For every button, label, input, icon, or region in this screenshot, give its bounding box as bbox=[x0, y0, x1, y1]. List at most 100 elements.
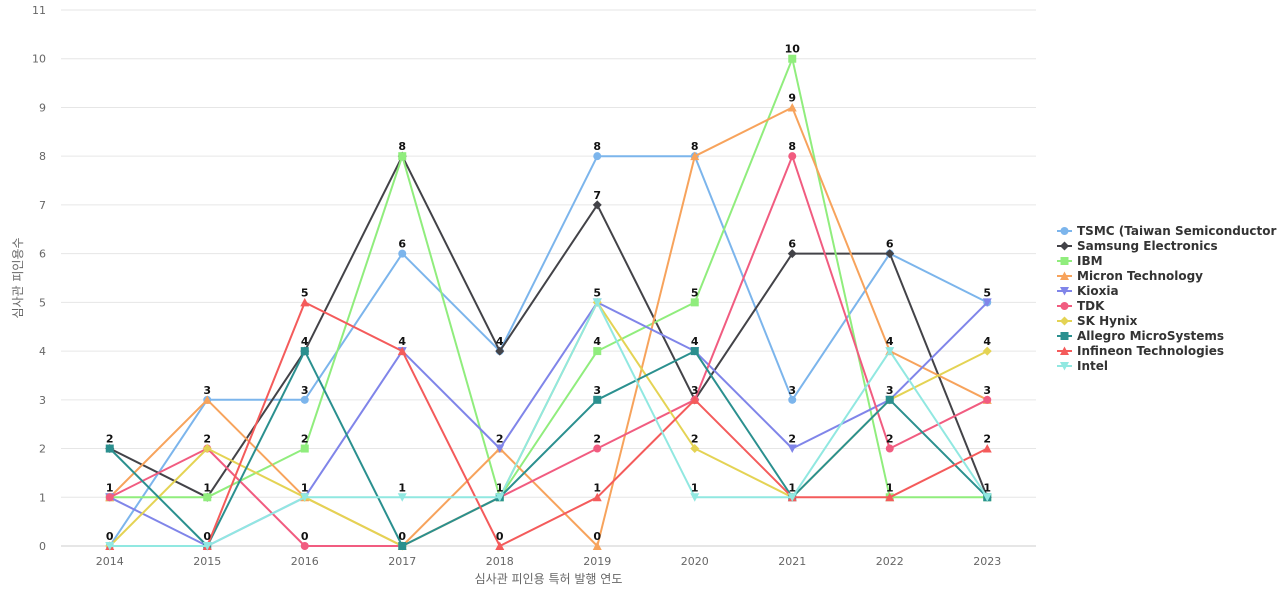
data-label: 3 bbox=[203, 384, 211, 397]
series-line[interactable] bbox=[109, 301, 989, 547]
data-point[interactable] bbox=[105, 444, 114, 453]
data-label: 8 bbox=[788, 140, 796, 153]
legend-item[interactable]: Micron Technology bbox=[1057, 269, 1203, 283]
x-tick-label: 2016 bbox=[291, 555, 319, 568]
data-point[interactable] bbox=[300, 395, 309, 404]
y-tick-label: 2 bbox=[39, 443, 46, 456]
data-point[interactable] bbox=[495, 541, 505, 551]
data-point[interactable] bbox=[592, 541, 602, 551]
data-label: 4 bbox=[496, 335, 504, 348]
data-point[interactable] bbox=[787, 102, 797, 112]
data-point[interactable] bbox=[593, 395, 602, 404]
data-label: 1 bbox=[398, 481, 406, 494]
data-label: 8 bbox=[593, 140, 601, 153]
data-point[interactable] bbox=[885, 444, 894, 453]
data-point[interactable] bbox=[592, 492, 602, 502]
data-label: 0 bbox=[496, 530, 504, 543]
data-point[interactable] bbox=[787, 249, 797, 259]
data-label: 5 bbox=[301, 286, 309, 299]
series-line[interactable] bbox=[108, 155, 988, 547]
data-point[interactable] bbox=[398, 152, 407, 161]
x-tick-label: 2021 bbox=[778, 555, 806, 568]
data-point[interactable] bbox=[592, 200, 602, 210]
data-point[interactable] bbox=[202, 395, 212, 404]
data-label: 10 bbox=[785, 43, 801, 56]
data-point[interactable] bbox=[495, 444, 505, 454]
data-point[interactable] bbox=[690, 347, 699, 356]
data-label: 4 bbox=[691, 335, 699, 348]
data-label: 2 bbox=[106, 433, 114, 446]
data-label: 0 bbox=[593, 530, 601, 543]
data-point[interactable] bbox=[105, 542, 115, 551]
legend-item[interactable]: Allegro MicroSystems bbox=[1057, 329, 1224, 343]
legend-item[interactable]: Samsung Electronics bbox=[1057, 239, 1218, 253]
y-tick-label: 0 bbox=[39, 540, 46, 553]
data-label: 6 bbox=[398, 238, 406, 251]
data-point[interactable] bbox=[982, 298, 992, 307]
data-point[interactable] bbox=[300, 493, 310, 502]
legend-marker bbox=[1060, 241, 1069, 251]
x-axis-title: 심사관 피인용 특허 발행 연도 bbox=[475, 571, 623, 586]
data-point[interactable] bbox=[203, 493, 212, 502]
data-point[interactable] bbox=[788, 152, 797, 161]
data-point[interactable] bbox=[397, 493, 407, 502]
data-point[interactable] bbox=[690, 298, 699, 307]
data-point[interactable] bbox=[690, 444, 700, 454]
data-point[interactable] bbox=[885, 249, 895, 259]
data-label: 4 bbox=[398, 335, 406, 348]
data-point[interactable] bbox=[202, 542, 212, 551]
data-point[interactable] bbox=[495, 493, 505, 502]
legend-label: Allegro MicroSystems bbox=[1077, 329, 1224, 343]
legend-item[interactable]: Intel bbox=[1057, 359, 1108, 373]
series-line[interactable] bbox=[109, 155, 988, 547]
data-point[interactable] bbox=[690, 151, 700, 161]
data-point[interactable] bbox=[690, 395, 700, 404]
legend-label: Intel bbox=[1077, 359, 1108, 373]
data-point[interactable] bbox=[593, 444, 602, 453]
data-point[interactable] bbox=[885, 347, 895, 356]
data-point[interactable] bbox=[787, 493, 797, 502]
data-point[interactable] bbox=[398, 542, 407, 550]
data-label: 8 bbox=[398, 140, 406, 153]
legend-label: Infineon Technologies bbox=[1077, 344, 1224, 358]
data-point[interactable] bbox=[982, 444, 992, 453]
series-line[interactable] bbox=[109, 301, 988, 547]
legend-item[interactable]: Kioxia bbox=[1057, 284, 1119, 298]
data-point[interactable] bbox=[300, 347, 309, 356]
data-label: 1 bbox=[106, 481, 114, 494]
data-point[interactable] bbox=[788, 395, 797, 404]
legend-item[interactable]: TSMC (Taiwan Semiconductor ... bbox=[1057, 224, 1280, 238]
data-point[interactable] bbox=[105, 493, 114, 502]
data-point[interactable] bbox=[495, 346, 505, 356]
legend-item[interactable]: IBM bbox=[1057, 254, 1103, 268]
data-label: 2 bbox=[203, 433, 211, 446]
legend-item[interactable]: TDK bbox=[1057, 299, 1105, 313]
data-point[interactable] bbox=[983, 395, 992, 404]
data-point[interactable] bbox=[397, 346, 407, 356]
data-point[interactable] bbox=[788, 54, 797, 63]
data-label: 5 bbox=[983, 286, 991, 299]
data-point[interactable] bbox=[300, 542, 309, 550]
data-label: 2 bbox=[983, 433, 991, 446]
data-point[interactable] bbox=[982, 346, 992, 356]
data-label: 2 bbox=[301, 433, 309, 446]
y-tick-label: 8 bbox=[39, 150, 46, 163]
series-line[interactable] bbox=[109, 350, 989, 547]
data-point[interactable] bbox=[300, 297, 310, 307]
data-point[interactable] bbox=[885, 395, 894, 404]
data-point[interactable] bbox=[690, 493, 700, 502]
data-point[interactable] bbox=[592, 298, 602, 307]
data-point[interactable] bbox=[300, 444, 309, 453]
data-point[interactable] bbox=[593, 347, 602, 356]
legend-item[interactable]: SK Hynix bbox=[1057, 314, 1138, 328]
legend-item[interactable]: Infineon Technologies bbox=[1057, 344, 1224, 358]
series-line[interactable] bbox=[109, 155, 989, 499]
data-point[interactable] bbox=[593, 152, 602, 161]
data-point[interactable] bbox=[398, 249, 407, 258]
data-point[interactable] bbox=[202, 444, 212, 454]
y-tick-label: 7 bbox=[39, 199, 46, 212]
data-point[interactable] bbox=[885, 492, 895, 502]
data-point[interactable] bbox=[787, 444, 797, 454]
data-point[interactable] bbox=[982, 493, 992, 502]
